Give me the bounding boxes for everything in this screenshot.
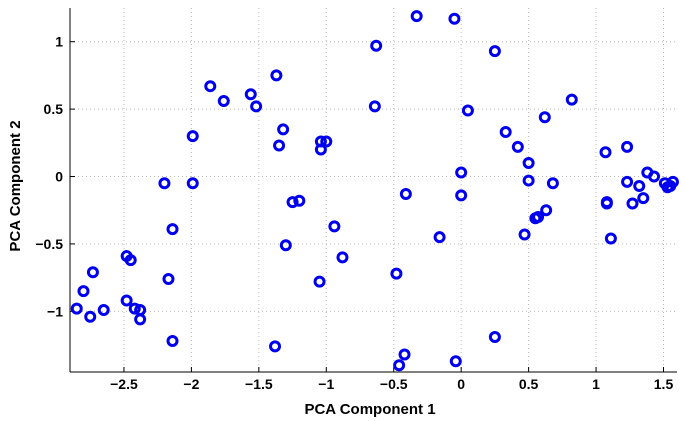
data-point xyxy=(599,146,612,159)
data-point xyxy=(522,157,535,170)
data-point xyxy=(279,239,292,252)
data-point xyxy=(621,140,634,153)
data-point xyxy=(293,194,306,207)
data-point xyxy=(399,188,412,201)
data-point xyxy=(410,10,423,23)
data-point xyxy=(273,139,286,152)
data-point xyxy=(128,302,141,315)
data-point xyxy=(666,175,679,188)
x-tick-label: 0 xyxy=(457,376,465,392)
data-point xyxy=(499,126,512,139)
data-point xyxy=(433,231,446,244)
data-point xyxy=(320,135,333,148)
data-point xyxy=(70,302,83,315)
data-point xyxy=(336,251,349,264)
data-point xyxy=(546,177,559,190)
data-point xyxy=(250,100,263,113)
data-point xyxy=(600,197,613,210)
data-point xyxy=(488,45,501,58)
data-point xyxy=(186,177,199,190)
data-point xyxy=(166,223,179,236)
data-point xyxy=(158,177,171,190)
data-point xyxy=(97,303,110,316)
x-tick-label: −1.5 xyxy=(245,376,273,392)
data-point xyxy=(637,192,650,205)
y-tick-label: −1 xyxy=(47,303,63,319)
data-point xyxy=(328,220,341,233)
data-point xyxy=(565,93,578,106)
data-point xyxy=(511,140,524,153)
data-point xyxy=(522,174,535,187)
x-tick-label: 1.5 xyxy=(654,376,674,392)
x-tick-label: 0.5 xyxy=(519,376,539,392)
data-point xyxy=(120,294,133,307)
data-point xyxy=(370,39,383,52)
tick-labels: −2.5 −2 −1.5 −1 −0.5 0 0.5 1 1.5 −1 −0.5 0 0.5 1 xyxy=(35,34,673,392)
data-point xyxy=(449,355,462,368)
data-point xyxy=(461,104,474,117)
data-point xyxy=(538,111,551,124)
axes xyxy=(69,8,677,373)
data-point xyxy=(277,123,290,136)
data-point xyxy=(124,254,137,267)
data-point xyxy=(390,267,403,280)
data-point xyxy=(398,348,411,361)
data-point xyxy=(217,95,230,108)
data-point xyxy=(162,272,175,285)
data-point xyxy=(455,189,468,202)
data-point xyxy=(448,12,461,25)
data-point xyxy=(286,196,299,209)
data-point xyxy=(368,100,381,113)
data-point xyxy=(518,228,531,241)
x-tick-label: −1 xyxy=(318,376,334,392)
data-point xyxy=(604,232,617,245)
data-point xyxy=(314,143,327,156)
data-point xyxy=(455,166,468,179)
y-tick-label: 0.5 xyxy=(44,101,64,117)
data-point xyxy=(648,170,661,183)
data-point xyxy=(77,285,90,298)
data-point xyxy=(269,340,282,353)
data-point xyxy=(393,359,406,372)
y-tick-label: 0 xyxy=(55,169,63,185)
data-point xyxy=(86,266,99,279)
data-point xyxy=(244,88,257,101)
data-point xyxy=(540,204,553,217)
x-tick-label: −0.5 xyxy=(380,376,408,392)
data-point xyxy=(186,130,199,143)
x-tick-label: 1 xyxy=(592,376,600,392)
data-point xyxy=(633,179,646,192)
data-points xyxy=(70,10,679,372)
y-axis-label: PCA Component 2 xyxy=(7,120,24,251)
data-point xyxy=(532,210,545,223)
data-point xyxy=(313,275,326,288)
x-axis-label: PCA Component 1 xyxy=(304,401,435,418)
y-tick-label: −0.5 xyxy=(35,236,63,252)
data-point xyxy=(134,313,147,326)
x-tick-label: −2.5 xyxy=(110,376,138,392)
grid xyxy=(70,8,677,372)
data-point xyxy=(488,330,501,343)
data-point xyxy=(166,334,179,347)
data-point xyxy=(84,310,97,323)
data-point xyxy=(270,69,283,82)
x-tick-label: −2 xyxy=(183,376,199,392)
data-point xyxy=(626,197,639,210)
data-point xyxy=(621,175,634,188)
data-point xyxy=(204,80,217,93)
y-tick-label: 1 xyxy=(55,34,63,50)
